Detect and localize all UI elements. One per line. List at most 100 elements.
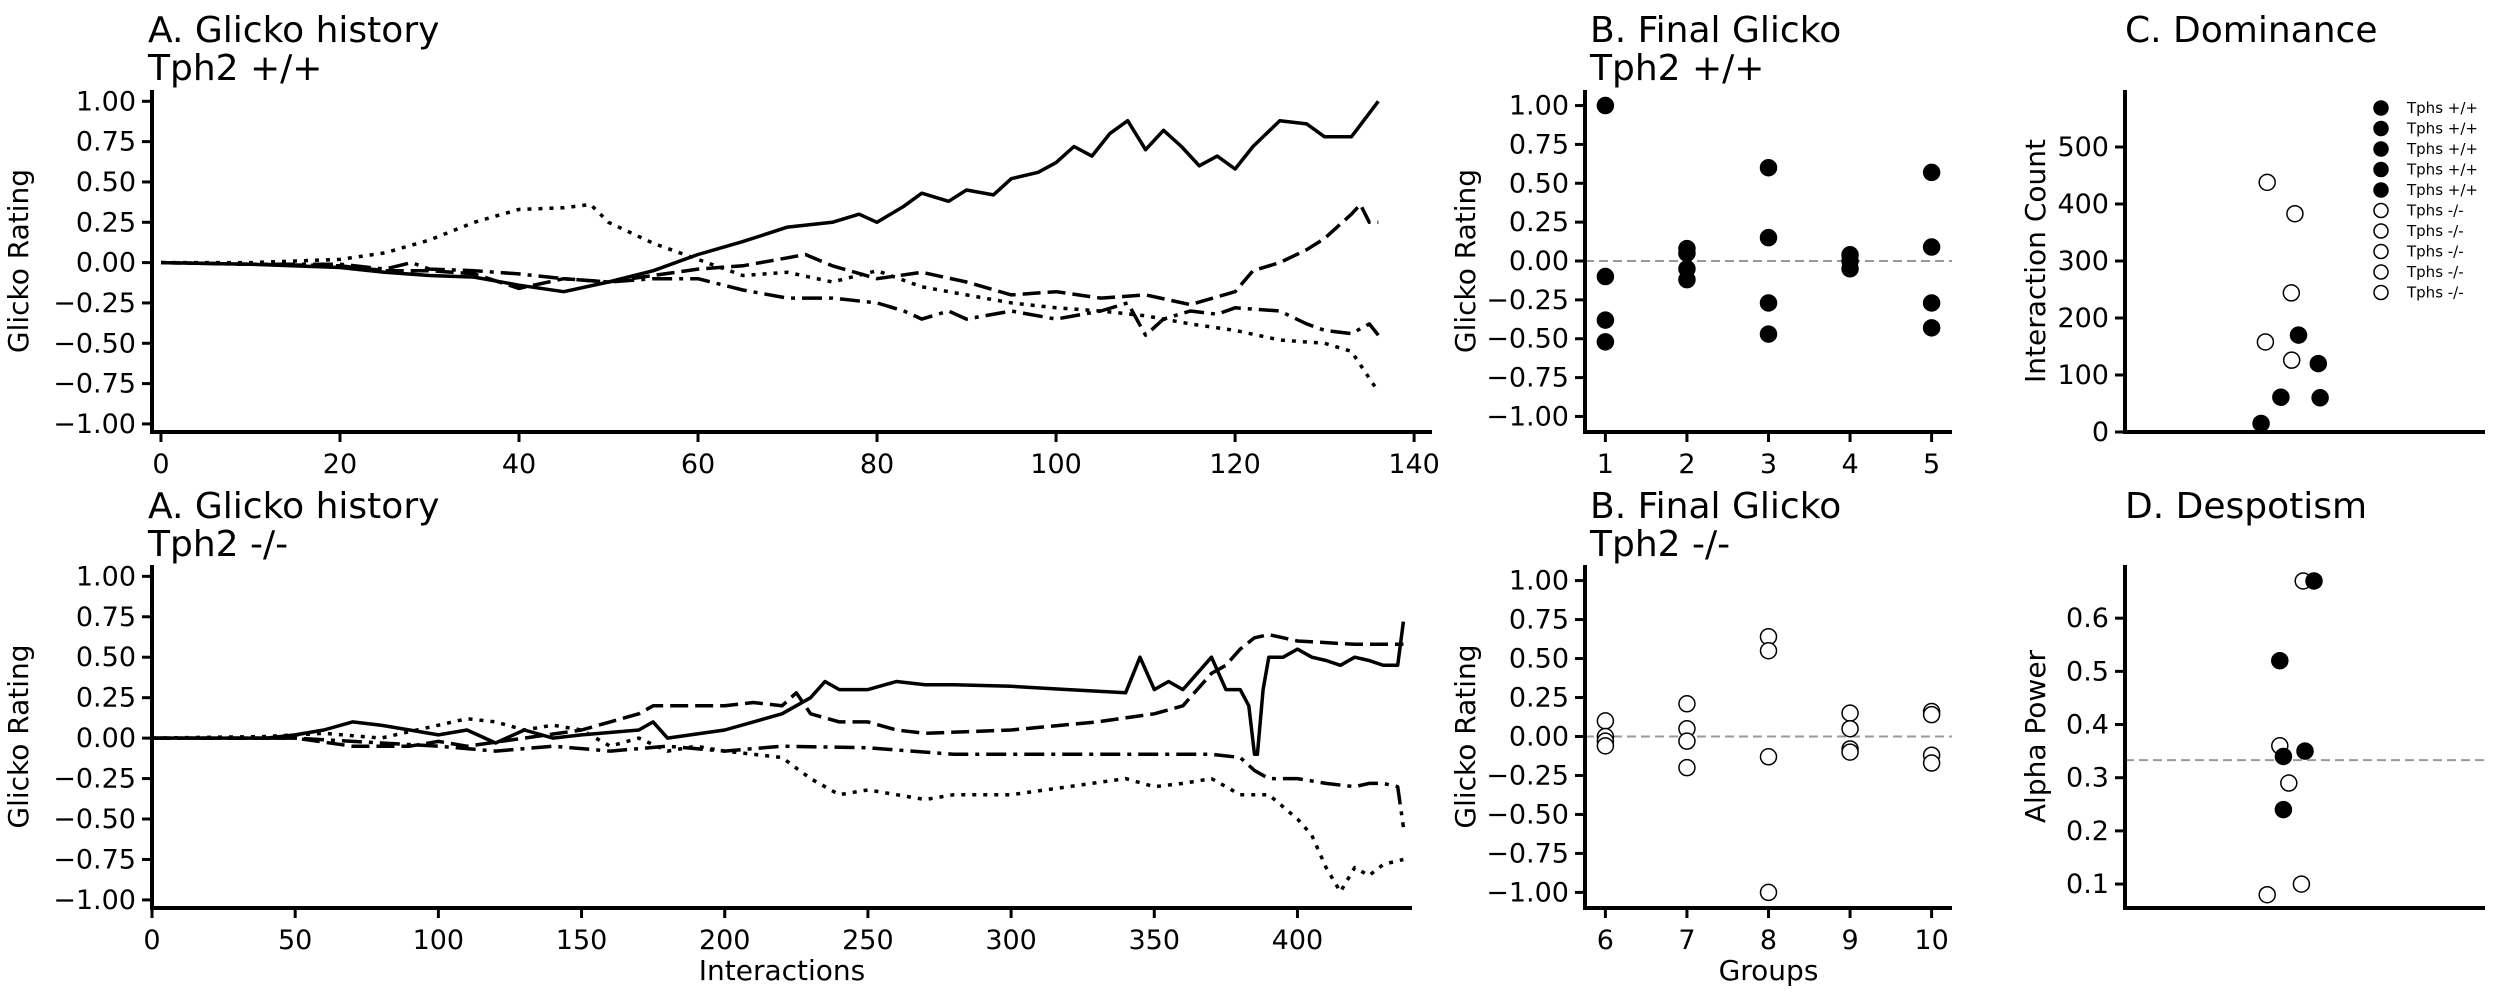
data-point xyxy=(2311,389,2329,407)
y-tick-label: 0.25 xyxy=(1509,683,1569,714)
data-point xyxy=(1922,754,1941,772)
data-point xyxy=(1678,695,1696,713)
data-point xyxy=(1759,325,1778,343)
legend-marker xyxy=(2373,141,2389,157)
y-tick-label: 300 xyxy=(2057,246,2109,277)
data-point xyxy=(1596,267,1615,286)
legend-label: Tphs +/+ xyxy=(2406,99,2478,117)
y-tick-label: 0.75 xyxy=(1509,605,1569,636)
x-tick-label: 400 xyxy=(1272,925,1324,956)
data-point xyxy=(2296,742,2314,760)
y-tick-label: 1.00 xyxy=(76,86,136,117)
y-tick-label: −0.25 xyxy=(53,764,136,795)
x-axis-label: Interactions xyxy=(699,954,866,987)
data-point xyxy=(1922,319,1941,337)
panel-title: A. Glicko history xyxy=(148,10,439,51)
panel-subtitle: Tph2 +/+ xyxy=(147,48,322,89)
legend-marker xyxy=(2373,223,2389,239)
y-tick-label: 0.1 xyxy=(2066,869,2109,900)
x-tick-label: 80 xyxy=(860,449,894,480)
panel-title: B. Final Glicko xyxy=(1590,486,1841,527)
legend-marker xyxy=(2373,264,2389,280)
x-axis-label: Groups xyxy=(1719,954,1819,987)
y-tick-label: 0.75 xyxy=(76,602,136,633)
y-tick-label: 0.2 xyxy=(2066,816,2109,847)
legend-label: Tphs +/+ xyxy=(2406,140,2478,158)
y-tick-label: 0.50 xyxy=(76,167,136,198)
y-tick-label: 0.00 xyxy=(76,723,136,754)
legend-label: Tphs -/- xyxy=(2406,284,2464,302)
data-point xyxy=(1922,294,1941,312)
data-point xyxy=(1596,311,1615,329)
data-point xyxy=(1678,270,1696,289)
x-tick-label: 60 xyxy=(681,449,715,480)
x-tick-label: 4 xyxy=(1841,449,1858,480)
panel-title: D. Despotism xyxy=(2125,486,2367,527)
data-point xyxy=(1841,743,1859,761)
series-line-3 xyxy=(161,202,1380,393)
y-tick-label: −0.75 xyxy=(53,844,136,875)
panel-subtitle: Tph2 +/+ xyxy=(1589,48,1764,89)
y-tick-label: 0.00 xyxy=(1509,246,1569,277)
legend-marker xyxy=(2373,243,2389,260)
y-tick-label: 0.25 xyxy=(1509,207,1569,238)
y-tick-label: 0.00 xyxy=(1509,722,1569,753)
panel-title: B. Final Glicko xyxy=(1590,10,1841,51)
y-tick-label: 100 xyxy=(2057,360,2109,391)
data-point xyxy=(2274,800,2293,819)
data-point xyxy=(1841,704,1859,722)
x-tick-label: 10 xyxy=(1914,925,1948,956)
data-point xyxy=(1922,238,1941,256)
y-tick-label: 0.50 xyxy=(76,642,136,673)
y-tick-label: −0.75 xyxy=(53,369,136,400)
y-tick-label: 0.3 xyxy=(2066,763,2109,794)
x-tick-label: 2 xyxy=(1678,449,1695,480)
y-tick-label: 1.00 xyxy=(76,561,136,592)
data-point xyxy=(1678,758,1696,777)
y-tick-label: 0.75 xyxy=(1509,129,1569,160)
panel-title: A. Glicko history xyxy=(148,486,439,527)
y-tick-label: −0.75 xyxy=(1486,363,1569,394)
data-point xyxy=(1596,712,1615,730)
y-tick-label: −0.25 xyxy=(53,288,136,319)
data-point xyxy=(1596,737,1615,755)
series-line-2 xyxy=(152,632,1404,748)
data-point xyxy=(2286,204,2304,223)
y-tick-label: −0.50 xyxy=(53,804,136,835)
y-tick-label: 400 xyxy=(2057,189,2109,220)
legend-label: Tphs -/- xyxy=(2406,222,2464,240)
legend-marker xyxy=(2373,202,2389,219)
y-tick-label: 200 xyxy=(2057,303,2109,334)
legend-label: Tphs -/- xyxy=(2406,263,2464,281)
x-tick-label: 3 xyxy=(1760,449,1777,480)
y-tick-label: −0.75 xyxy=(1486,838,1569,869)
data-point xyxy=(2305,572,2323,590)
y-tick-label: −0.25 xyxy=(1486,285,1569,316)
x-tick-label: 100 xyxy=(1030,449,1082,480)
y-tick-label: −0.50 xyxy=(1486,324,1569,355)
x-tick-label: 0 xyxy=(152,449,169,480)
y-tick-label: 0.75 xyxy=(76,127,136,158)
data-point xyxy=(1596,333,1615,351)
x-tick-label: 200 xyxy=(699,925,751,956)
y-tick-label: 0.00 xyxy=(76,248,136,279)
data-point xyxy=(2282,284,2301,302)
panel-title: C. Dominance xyxy=(2125,10,2377,51)
series-line-3 xyxy=(151,716,1404,894)
x-tick-label: 50 xyxy=(278,925,312,956)
y-tick-label: 1.00 xyxy=(1509,91,1569,122)
data-point xyxy=(1759,294,1778,312)
data-point xyxy=(1759,642,1778,660)
data-point xyxy=(2271,651,2289,670)
legend-label: Tphs +/+ xyxy=(2406,120,2478,138)
legend-marker xyxy=(2373,120,2389,137)
y-tick-label: −1.00 xyxy=(1486,401,1569,432)
series-line-4 xyxy=(152,736,1406,828)
data-point xyxy=(2292,875,2311,893)
y-tick-label: 0.50 xyxy=(1509,644,1569,675)
panel-d: D. Despotism 0.1 0.2 0.3 0.4 0.5 0.6 Alpha Powe… xyxy=(2019,486,2485,910)
y-tick-label: 0 xyxy=(2092,417,2109,448)
series-line-4 xyxy=(160,260,1380,337)
